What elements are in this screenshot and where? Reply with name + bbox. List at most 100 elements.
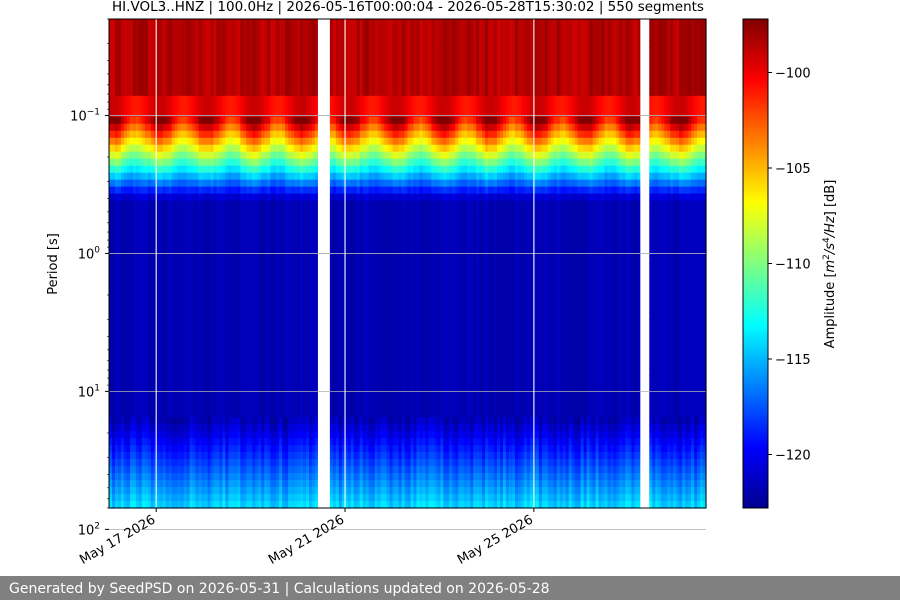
psd-cell <box>150 438 155 446</box>
psd-cell <box>111 487 116 495</box>
psd-cell <box>180 382 185 390</box>
psd-cell <box>174 452 179 460</box>
psd-cell <box>144 81 149 90</box>
psd-cell <box>138 165 143 174</box>
psd-cell <box>171 501 176 509</box>
psd-cell <box>186 263 191 272</box>
psd-cell <box>114 487 119 495</box>
psd-cell <box>132 186 137 195</box>
psd-cell <box>183 396 188 404</box>
psd-cell <box>174 424 179 432</box>
psd-cell <box>135 466 140 474</box>
psd-cell <box>198 214 203 223</box>
psd-cell <box>150 410 155 418</box>
psd-cell <box>114 242 119 251</box>
psd-cell <box>153 19 158 27</box>
psd-cell <box>144 459 149 467</box>
psd-cell <box>195 214 200 223</box>
psd-cell <box>213 67 218 76</box>
psd-cell <box>138 501 143 509</box>
psd-cell <box>123 214 128 223</box>
psd-cell <box>222 81 227 90</box>
psd-cell <box>213 361 218 369</box>
psd-cell <box>150 95 155 104</box>
psd-cell <box>177 417 182 425</box>
psd-cell <box>165 298 170 307</box>
psd-cell <box>135 165 140 174</box>
psd-cell <box>204 19 209 27</box>
psd-cell <box>129 151 134 160</box>
psd-cell <box>171 144 176 153</box>
psd-cell <box>120 326 125 334</box>
psd-cell <box>120 410 125 418</box>
psd-cell <box>109 214 113 223</box>
psd-cell <box>213 151 218 160</box>
psd-cell <box>156 361 161 369</box>
psd-cell <box>123 109 128 118</box>
psd-cell <box>156 172 161 181</box>
psd-cell <box>120 19 125 27</box>
psd-cell <box>195 116 200 125</box>
psd-cell <box>138 438 143 446</box>
psd-cell <box>109 319 113 327</box>
psd-cell <box>162 60 167 69</box>
psd-cell <box>162 403 167 411</box>
psd-cell <box>162 74 167 83</box>
psd-cell <box>213 39 218 48</box>
psd-cell <box>222 186 227 195</box>
psd-cell <box>204 382 209 390</box>
psd-cell <box>120 60 125 69</box>
psd-cell <box>168 347 173 355</box>
psd-cell <box>141 228 146 237</box>
psd-cell <box>120 361 125 369</box>
psd-cell <box>216 193 221 202</box>
psd-cell <box>210 291 215 300</box>
psd-cell <box>204 410 209 418</box>
psd-cell <box>213 158 218 167</box>
psd-cell <box>165 270 170 279</box>
psd-cell <box>159 431 164 439</box>
psd-cell <box>192 165 197 174</box>
psd-cell <box>192 74 197 83</box>
psd-cell <box>183 389 188 397</box>
psd-cell <box>114 25 119 34</box>
psd-cell <box>156 284 161 293</box>
psd-cell <box>114 130 119 139</box>
psd-cell <box>114 298 119 307</box>
psd-cell <box>117 228 122 237</box>
psd-cell <box>213 368 218 376</box>
psd-cell <box>117 326 122 334</box>
psd-cell <box>150 235 155 244</box>
psd-cell <box>156 494 161 502</box>
psd-cell <box>171 312 176 320</box>
psd-cell <box>144 186 149 195</box>
psd-cell <box>171 81 176 90</box>
psd-cell <box>135 438 140 446</box>
psd-cell <box>141 333 146 341</box>
psd-cell <box>183 417 188 425</box>
psd-cell <box>114 270 119 279</box>
psd-cell <box>150 347 155 355</box>
psd-cell <box>168 340 173 348</box>
psd-cell <box>120 172 125 181</box>
psd-cell <box>123 270 128 279</box>
psd-cell <box>159 109 164 118</box>
psd-cell <box>207 235 212 244</box>
psd-cell <box>141 466 146 474</box>
psd-cell <box>171 32 176 41</box>
psd-cell <box>147 354 152 362</box>
psd-cell <box>129 305 134 313</box>
psd-cell <box>207 326 212 334</box>
psd-cell <box>174 466 179 474</box>
psd-cell <box>213 60 218 69</box>
psd-cell <box>168 291 173 300</box>
psd-cell <box>207 39 212 48</box>
psd-cell <box>195 179 200 188</box>
psd-cell <box>198 375 203 383</box>
psd-cell <box>129 32 134 41</box>
psd-cell <box>114 214 119 223</box>
psd-cell <box>186 186 191 195</box>
psd-cell <box>195 165 200 174</box>
psd-cell <box>141 389 146 397</box>
psd-cell <box>156 263 161 272</box>
